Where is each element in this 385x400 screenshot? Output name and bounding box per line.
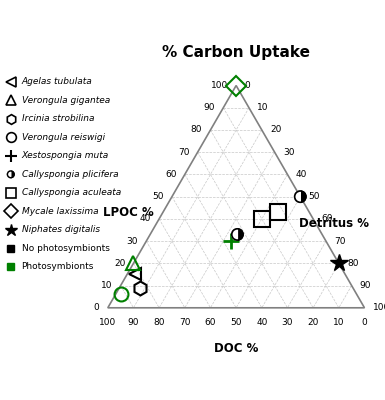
Text: 90: 90 <box>360 281 372 290</box>
Text: Verongula gigantea: Verongula gigantea <box>22 96 110 105</box>
Text: 50: 50 <box>152 192 164 201</box>
Text: 40: 40 <box>139 214 151 223</box>
Text: 30: 30 <box>127 237 138 246</box>
Circle shape <box>7 171 14 178</box>
Circle shape <box>295 191 306 202</box>
Text: Photosymbionts: Photosymbionts <box>22 262 94 271</box>
Text: 90: 90 <box>204 103 215 112</box>
Text: 70: 70 <box>179 318 191 326</box>
Bar <box>7 263 14 270</box>
Bar <box>7 245 14 252</box>
Text: Niphates digitalis: Niphates digitalis <box>22 225 100 234</box>
Text: Mycale laxissima: Mycale laxissima <box>22 207 98 216</box>
Text: Verongula reiswigi: Verongula reiswigi <box>22 133 105 142</box>
Text: 30: 30 <box>283 148 295 157</box>
Text: 100: 100 <box>373 303 385 312</box>
Wedge shape <box>7 171 11 178</box>
Text: 30: 30 <box>282 318 293 326</box>
Text: 20: 20 <box>114 259 125 268</box>
Text: 0: 0 <box>244 81 250 90</box>
Text: 20: 20 <box>270 126 281 134</box>
Text: 20: 20 <box>308 318 319 326</box>
Text: Ircinia strobilina: Ircinia strobilina <box>22 114 94 123</box>
Text: No photosymbionts: No photosymbionts <box>22 244 109 253</box>
Text: 50: 50 <box>230 318 242 326</box>
Text: Agelas tubulata: Agelas tubulata <box>22 78 92 86</box>
Text: LPOC %: LPOC % <box>103 206 154 219</box>
Text: 80: 80 <box>347 259 358 268</box>
Text: 10: 10 <box>333 318 345 326</box>
Text: 70: 70 <box>334 237 346 246</box>
Text: 90: 90 <box>128 318 139 326</box>
Text: 60: 60 <box>165 170 177 179</box>
Text: Xestospongia muta: Xestospongia muta <box>22 151 109 160</box>
Wedge shape <box>295 191 300 202</box>
Text: Callyspongia plicifera: Callyspongia plicifera <box>22 170 118 179</box>
Text: 0: 0 <box>94 303 100 312</box>
Text: Callyspongia aculeata: Callyspongia aculeata <box>22 188 121 197</box>
Circle shape <box>232 229 243 240</box>
Text: 0: 0 <box>362 318 367 326</box>
Text: DOC %: DOC % <box>214 342 258 356</box>
Text: 10: 10 <box>101 281 112 290</box>
Text: 40: 40 <box>256 318 268 326</box>
Text: % Carbon Uptake: % Carbon Uptake <box>162 45 310 60</box>
Text: 50: 50 <box>308 192 320 201</box>
Text: 80: 80 <box>191 126 202 134</box>
Text: Detritus %: Detritus % <box>299 217 369 230</box>
Text: 40: 40 <box>296 170 307 179</box>
Text: 60: 60 <box>205 318 216 326</box>
Text: 10: 10 <box>257 103 269 112</box>
Text: 70: 70 <box>178 148 189 157</box>
Wedge shape <box>232 229 238 240</box>
Text: 80: 80 <box>153 318 165 326</box>
Text: 60: 60 <box>321 214 333 223</box>
Text: 100: 100 <box>211 81 228 90</box>
Text: 100: 100 <box>99 318 116 326</box>
